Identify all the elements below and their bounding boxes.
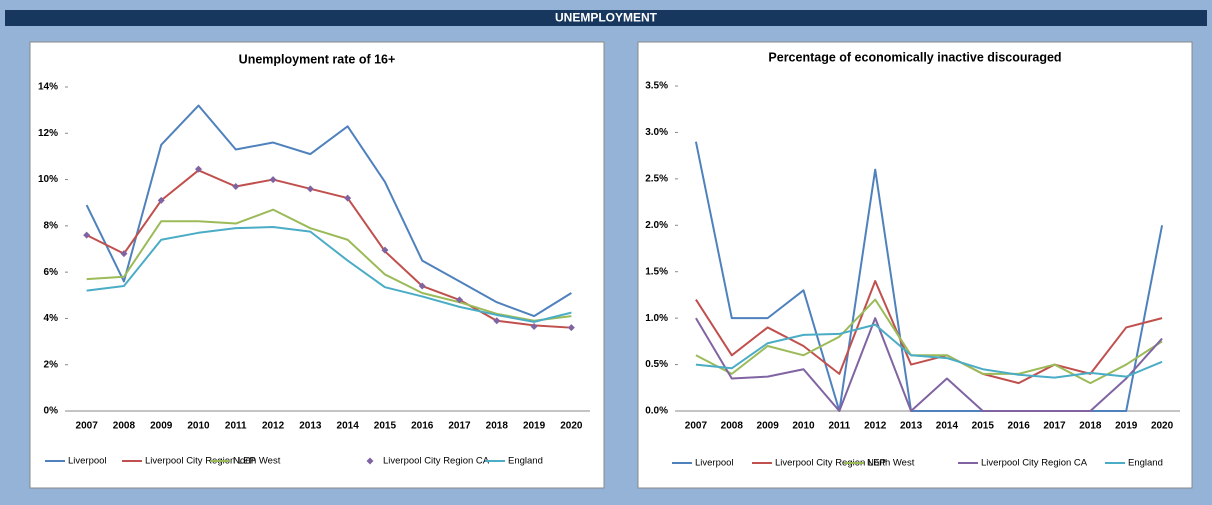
marker (418, 282, 426, 290)
legend-label: Liverpool City Region LEP (145, 456, 256, 467)
chart-title: Percentage of economically inactive disc… (768, 50, 1061, 64)
marker (269, 176, 277, 184)
x-tick-label: 2015 (374, 421, 397, 432)
marker (195, 165, 202, 173)
legend-label: Liverpool City Region CA (383, 456, 490, 467)
x-tick-label: 2007 (76, 421, 99, 432)
x-tick-label: 2013 (299, 421, 322, 432)
legend-label: Liverpool (695, 458, 734, 469)
x-tick-label: 2020 (1151, 421, 1174, 432)
x-tick-label: 2010 (187, 421, 210, 432)
x-tick-label: 2014 (936, 421, 959, 432)
x-tick-label: 2015 (972, 421, 995, 432)
x-tick-label: 2009 (150, 421, 173, 432)
y-tick-label: 0% (44, 406, 59, 417)
x-tick-label: 2012 (864, 421, 887, 432)
x-tick-label: 2012 (262, 421, 285, 432)
x-tick-label: 2014 (337, 421, 360, 432)
legend-label: Liverpool (68, 456, 107, 467)
marker (306, 185, 314, 193)
x-tick-label: 2010 (792, 421, 815, 432)
legend-label: Liverpool City Region CA (981, 458, 1088, 469)
x-tick-label: 2008 (721, 421, 744, 432)
legend-label: England (508, 456, 543, 467)
y-tick-label: 6% (44, 267, 59, 278)
marker (493, 317, 501, 325)
y-tick-label: 2.0% (645, 220, 668, 231)
x-tick-label: 2017 (1043, 421, 1066, 432)
legend-label: North West (867, 458, 915, 469)
marker (83, 231, 91, 239)
chart-title: Unemployment rate of 16+ (239, 52, 396, 66)
y-tick-label: 2% (44, 359, 59, 370)
x-tick-label: 2018 (1079, 421, 1102, 432)
chart-panel (29, 41, 605, 489)
header-bar (5, 10, 1207, 26)
chart-panel (637, 41, 1193, 489)
marker (567, 324, 575, 332)
y-tick-label: 8% (44, 220, 59, 231)
marker (157, 196, 165, 204)
legend-label: North West (233, 456, 281, 467)
x-tick-label: 2008 (113, 421, 136, 432)
x-tick-label: 2019 (1115, 421, 1138, 432)
x-tick-label: 2017 (448, 421, 471, 432)
legend-swatch (366, 457, 374, 465)
x-tick-label: 2007 (685, 421, 708, 432)
series-line (695, 298, 1163, 385)
x-tick-label: 2009 (757, 421, 780, 432)
x-tick-label: 2011 (829, 421, 851, 432)
series-line (695, 323, 1163, 379)
y-tick-label: 1.0% (645, 313, 668, 324)
header-title: UNEMPLOYMENT (555, 11, 658, 25)
marker (232, 183, 240, 191)
x-tick-label: 2018 (486, 421, 509, 432)
series-line (86, 208, 572, 322)
y-tick-label: 14% (38, 82, 58, 93)
y-tick-label: 3.5% (645, 81, 668, 92)
marker (381, 246, 389, 254)
x-tick-label: 2011 (225, 421, 247, 432)
marker (120, 250, 128, 258)
x-tick-label: 2016 (1008, 421, 1031, 432)
x-tick-label: 2019 (523, 421, 546, 432)
x-tick-label: 2013 (900, 421, 923, 432)
legend-label: Liverpool City Region LEP (775, 458, 886, 469)
y-tick-label: 10% (38, 174, 58, 185)
series-line (695, 280, 1163, 385)
marker (344, 194, 352, 202)
series-line (85, 104, 572, 318)
x-tick-label: 2020 (560, 421, 583, 432)
y-tick-label: 0.5% (645, 359, 668, 370)
y-tick-label: 0.0% (645, 406, 668, 417)
marker (530, 323, 538, 331)
series-line (86, 226, 572, 323)
y-tick-label: 12% (38, 128, 58, 139)
y-tick-label: 1.5% (645, 266, 668, 277)
x-tick-label: 2016 (411, 421, 434, 432)
series-line (695, 317, 1163, 412)
legend-label: England (1128, 458, 1163, 469)
marker (456, 296, 463, 304)
y-tick-label: 3.0% (645, 127, 668, 138)
y-tick-label: 4% (44, 313, 59, 324)
series-line (86, 169, 572, 329)
y-tick-label: 2.5% (645, 173, 668, 184)
